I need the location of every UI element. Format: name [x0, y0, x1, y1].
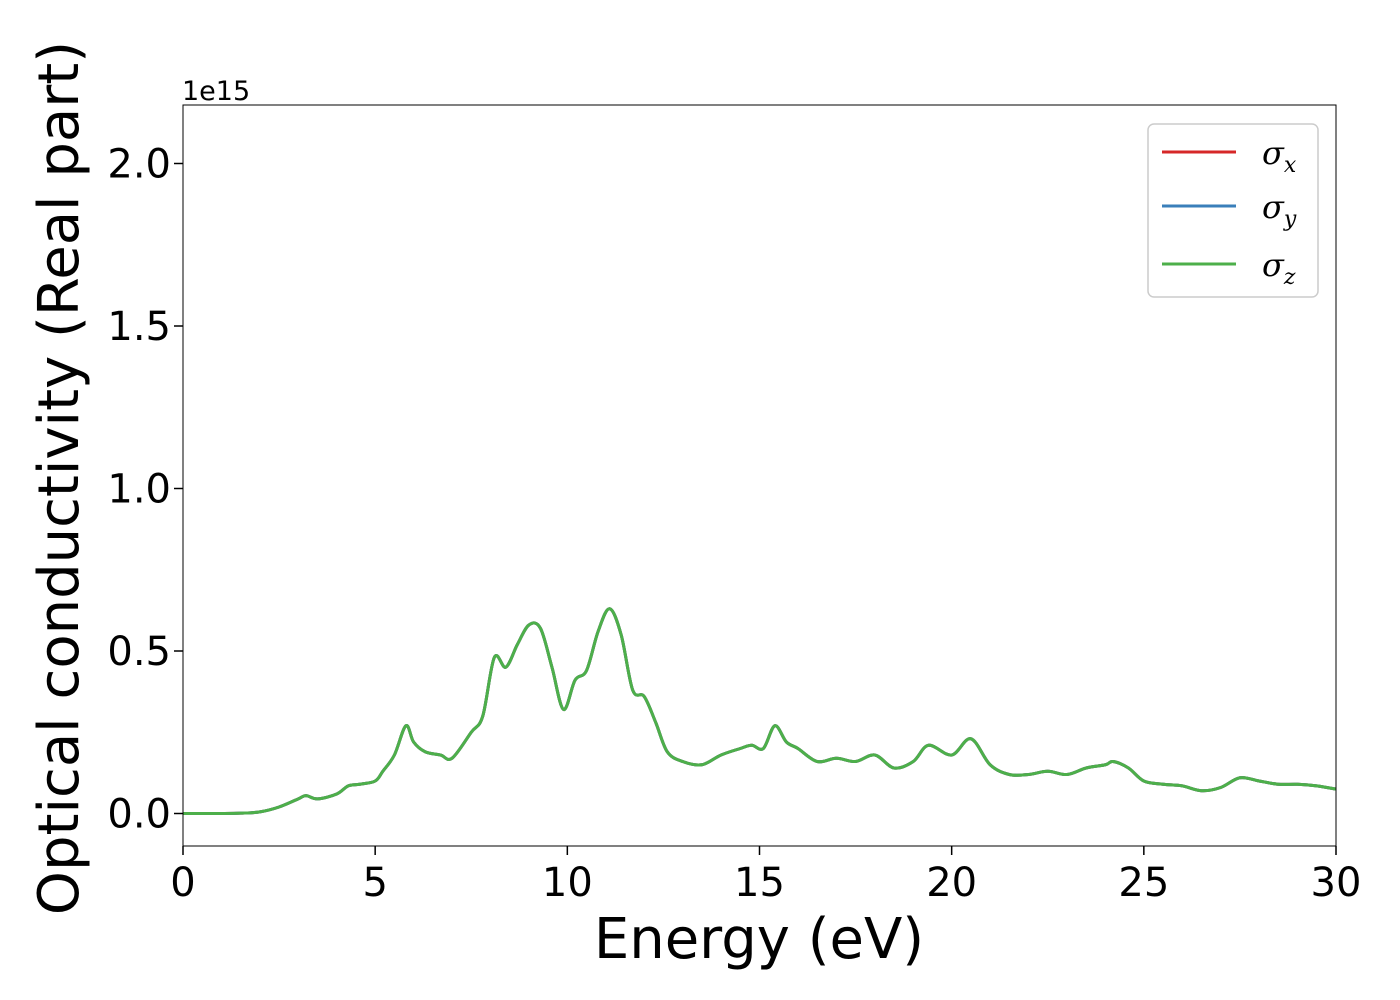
plot-frame [182, 104, 1337, 847]
y-tick-label: 0.5 [107, 629, 171, 675]
legend: σx σy σz [1147, 123, 1319, 298]
y-tick-label: 2.0 [107, 142, 171, 188]
y-offset-label: 1e15 [182, 76, 250, 107]
series-line-z [183, 607, 1337, 816]
y-tick-label: 0.0 [107, 792, 171, 838]
legend-sub-x: x [1284, 153, 1297, 178]
y-tick-label: 1.5 [107, 304, 171, 350]
series-lines [183, 607, 1337, 816]
legend-sub-z: z [1283, 265, 1296, 290]
y-axis-title: Optical conductivity (Real part) [27, 41, 92, 915]
x-tick-label: 20 [926, 860, 977, 906]
x-axis-title: Energy (eV) [594, 907, 924, 972]
x-tick-label: 25 [1118, 860, 1169, 906]
x-tick-label: 5 [362, 860, 387, 906]
x-tick-label: 30 [1311, 860, 1362, 906]
legend-box [1147, 123, 1319, 298]
x-tick-label: 10 [542, 860, 593, 906]
legend-sub-y: y [1283, 207, 1297, 232]
x-tick-label: 0 [170, 860, 195, 906]
ticks: 0 5 10 15 20 25 30 0.0 0.5 1.0 1.5 2.0 [107, 142, 1361, 907]
x-tick-label: 15 [734, 860, 785, 906]
y-tick-label: 1.0 [107, 467, 171, 513]
